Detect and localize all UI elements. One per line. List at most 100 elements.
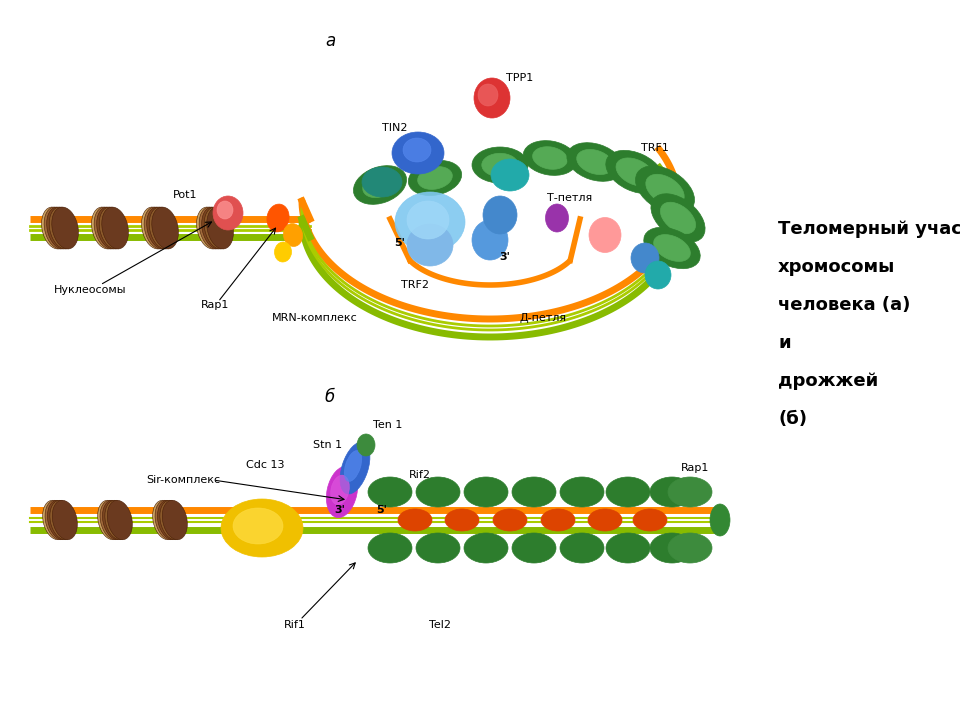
Ellipse shape — [650, 477, 694, 507]
Ellipse shape — [633, 509, 667, 531]
Ellipse shape — [418, 166, 452, 189]
Ellipse shape — [160, 500, 185, 540]
Ellipse shape — [493, 509, 527, 531]
Ellipse shape — [523, 140, 577, 176]
Ellipse shape — [283, 223, 302, 246]
Ellipse shape — [606, 477, 650, 507]
Ellipse shape — [353, 166, 407, 204]
Ellipse shape — [606, 533, 650, 563]
Text: Ten 1: Ten 1 — [373, 420, 402, 430]
Ellipse shape — [44, 207, 71, 249]
Text: 5': 5' — [376, 505, 388, 515]
Ellipse shape — [483, 196, 517, 234]
Ellipse shape — [491, 159, 529, 191]
Ellipse shape — [416, 477, 460, 507]
Ellipse shape — [368, 477, 412, 507]
Ellipse shape — [588, 509, 622, 531]
Ellipse shape — [153, 500, 178, 540]
Ellipse shape — [326, 467, 358, 518]
Text: и: и — [778, 334, 791, 352]
Ellipse shape — [41, 207, 68, 249]
Text: б: б — [324, 388, 335, 406]
Text: Cdc 13: Cdc 13 — [246, 460, 284, 470]
Ellipse shape — [275, 242, 292, 262]
Ellipse shape — [204, 207, 230, 249]
Ellipse shape — [45, 500, 70, 540]
Ellipse shape — [566, 143, 623, 181]
Ellipse shape — [545, 204, 568, 232]
Ellipse shape — [363, 172, 397, 197]
Ellipse shape — [472, 220, 508, 260]
Ellipse shape — [395, 192, 465, 252]
Ellipse shape — [217, 201, 233, 219]
Text: Pot1: Pot1 — [173, 190, 197, 200]
Ellipse shape — [616, 158, 654, 186]
Text: TPP1: TPP1 — [506, 73, 534, 83]
Text: MRN-комплекс: MRN-комплекс — [272, 313, 358, 323]
Ellipse shape — [482, 153, 518, 176]
Ellipse shape — [108, 500, 132, 540]
Ellipse shape — [533, 147, 567, 169]
Text: Rif2: Rif2 — [409, 470, 431, 480]
Ellipse shape — [105, 500, 130, 540]
Ellipse shape — [202, 207, 228, 249]
Ellipse shape — [445, 509, 479, 531]
Text: Т-петля: Т-петля — [547, 193, 592, 203]
Text: Stn 1: Stn 1 — [313, 440, 343, 450]
Text: Sir-комплекс: Sir-комплекс — [146, 475, 220, 485]
Text: TRF2: TRF2 — [401, 280, 429, 290]
Text: Теломерный участок: Теломерный участок — [778, 220, 960, 238]
Ellipse shape — [668, 477, 712, 507]
Text: 5': 5' — [395, 238, 405, 248]
Ellipse shape — [398, 509, 432, 531]
Ellipse shape — [103, 500, 128, 540]
Ellipse shape — [472, 147, 528, 183]
Ellipse shape — [49, 207, 76, 249]
Text: Tel2: Tel2 — [429, 620, 451, 630]
Ellipse shape — [631, 243, 659, 273]
Ellipse shape — [577, 150, 613, 174]
Ellipse shape — [651, 194, 705, 242]
Ellipse shape — [47, 207, 73, 249]
Text: человека (а): человека (а) — [778, 296, 910, 314]
Ellipse shape — [213, 196, 243, 230]
Ellipse shape — [102, 207, 129, 249]
Ellipse shape — [646, 174, 684, 206]
Ellipse shape — [407, 224, 453, 266]
Ellipse shape — [464, 477, 508, 507]
Ellipse shape — [512, 477, 556, 507]
Ellipse shape — [464, 533, 508, 563]
Ellipse shape — [416, 533, 460, 563]
Ellipse shape — [340, 442, 370, 494]
Ellipse shape — [91, 207, 118, 249]
Text: Rap1: Rap1 — [201, 300, 229, 310]
Text: (б): (б) — [778, 410, 807, 428]
Ellipse shape — [541, 509, 575, 531]
Ellipse shape — [474, 78, 510, 118]
Ellipse shape — [606, 150, 664, 194]
Text: 3': 3' — [499, 252, 511, 262]
Ellipse shape — [52, 207, 79, 249]
Ellipse shape — [357, 434, 375, 456]
Ellipse shape — [98, 500, 123, 540]
Ellipse shape — [267, 204, 289, 232]
Ellipse shape — [197, 207, 224, 249]
Ellipse shape — [512, 533, 556, 563]
Ellipse shape — [47, 500, 73, 540]
Ellipse shape — [221, 499, 303, 557]
Ellipse shape — [636, 166, 694, 214]
Ellipse shape — [147, 207, 174, 249]
Ellipse shape — [149, 207, 176, 249]
Ellipse shape — [560, 477, 604, 507]
Ellipse shape — [162, 500, 187, 540]
Text: хромосомы: хромосомы — [778, 258, 896, 276]
Text: дрожжей: дрожжей — [778, 372, 878, 390]
Ellipse shape — [141, 207, 168, 249]
Text: 3': 3' — [335, 505, 346, 515]
Ellipse shape — [157, 500, 182, 540]
Ellipse shape — [50, 500, 75, 540]
Ellipse shape — [156, 500, 180, 540]
Ellipse shape — [408, 161, 462, 196]
Ellipse shape — [206, 207, 233, 249]
Ellipse shape — [345, 451, 362, 482]
